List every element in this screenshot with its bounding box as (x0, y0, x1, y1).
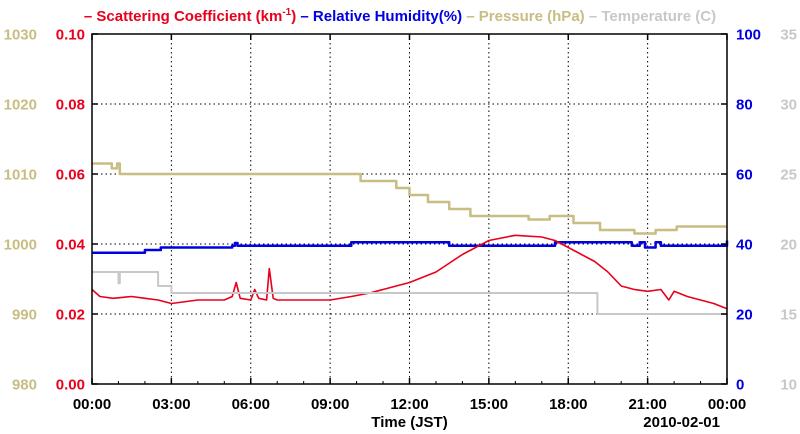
humidity-series-line (92, 240, 729, 255)
grid (92, 34, 727, 384)
legend-scattering-suffix: ) (291, 8, 296, 25)
legend-pressure: – Pressure (hPa) (462, 8, 585, 25)
temperature-axis-label: 20 (780, 237, 797, 254)
temperature-axis-label: 15 (780, 307, 797, 324)
legend: – Scattering Coefficient (km-1) – Relati… (84, 7, 716, 25)
pressure-axis-label: 1000 (4, 237, 37, 254)
humidity-axis-label: 40 (736, 237, 753, 254)
scattering-axis-label: 0.10 (56, 27, 85, 44)
temperature-axis-label: 25 (780, 167, 797, 184)
x-tick-label: 00:00 (73, 396, 111, 413)
pressure-axis-label: 1020 (4, 97, 37, 114)
pressure-axis-label: 1030 (4, 27, 37, 44)
ticks: 00:00 03:00 06:00 09:00 12:00 15:00 18:00 21:00… (4, 27, 797, 414)
temperature-axis-label: 35 (780, 27, 797, 44)
x-tick-label: 00:00 (708, 396, 746, 413)
temperature-axis-label: 10 (780, 377, 797, 394)
pressure-axis-label: 990 (12, 307, 37, 324)
scattering-axis-label: 0.00 (56, 377, 85, 394)
scattering-axis-label: 0.06 (56, 167, 85, 184)
series-layer (91, 162, 729, 315)
legend-temperature: – Temperature (C) (585, 8, 716, 25)
temperature-series-line (92, 271, 727, 315)
pressure-series-line (92, 162, 727, 235)
x-tick-label: 06:00 (232, 396, 270, 413)
humidity-axis-label: 100 (736, 27, 761, 44)
humidity-axis-label: 60 (736, 167, 753, 184)
x-tick-label: 03:00 (152, 396, 190, 413)
x-tick-label: 15:00 (470, 396, 508, 413)
legend-scattering: – Scattering Coefficient (km (84, 8, 282, 25)
temperature-axis-label: 30 (780, 97, 797, 114)
x-tick-label: 21:00 (628, 396, 666, 413)
scattering-axis-label: 0.04 (56, 237, 86, 254)
x-tick-label: 18:00 (549, 396, 587, 413)
x-axis-title: Time (JST) (371, 414, 447, 431)
x-tick-label: 09:00 (311, 396, 349, 413)
pressure-axis-label: 980 (12, 377, 37, 394)
legend-scattering-superscript: -1 (282, 7, 291, 18)
scattering-axis-label: 0.02 (56, 307, 85, 324)
humidity-axis-label: 80 (736, 97, 753, 114)
humidity-axis-label: 0 (736, 377, 744, 394)
date-label: 2010-02-01 (643, 414, 720, 431)
x-tick-label: 12:00 (390, 396, 428, 413)
legend-humidity: – Relative Humidity(%) (296, 8, 462, 25)
pressure-axis-label: 1010 (4, 167, 37, 184)
scattering-axis-label: 0.08 (56, 97, 85, 114)
humidity-axis-label: 20 (736, 307, 753, 324)
